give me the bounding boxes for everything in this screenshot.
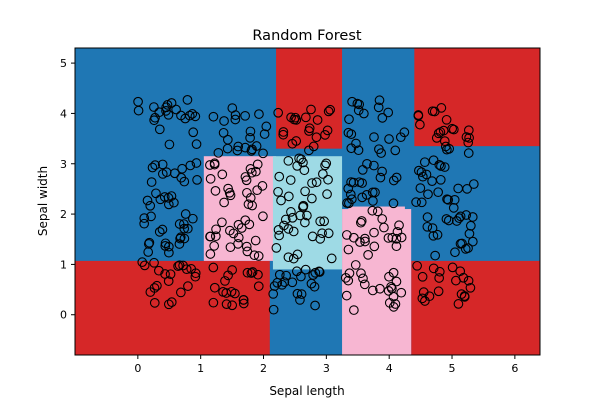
region-pink-8: [348, 207, 405, 261]
y-axis-label: Sepal width: [36, 166, 50, 236]
x-tick-label: 3: [323, 362, 330, 375]
region-red-1: [276, 48, 342, 149]
x-tick-label: 6: [511, 362, 518, 375]
x-axis-ticks: 0 1 2 3 4 5 6: [134, 355, 518, 375]
y-tick-label: 5: [60, 57, 67, 70]
region-red-2: [414, 48, 540, 146]
y-axis-ticks: 0 1 2 3 4 5: [60, 57, 75, 322]
y-tick-label: 4: [60, 107, 67, 120]
x-tick-label: 2: [260, 362, 267, 375]
x-axis-label: Sepal length: [269, 384, 344, 398]
x-tick-label: 5: [449, 362, 456, 375]
x-tick-label: 4: [386, 362, 393, 375]
y-tick-label: 2: [60, 208, 67, 221]
y-tick-label: 0: [60, 309, 67, 322]
region-red-3: [75, 261, 270, 355]
y-tick-label: 1: [60, 258, 67, 271]
x-tick-label: 1: [197, 362, 204, 375]
decision-regions: [75, 48, 540, 355]
x-tick-label: 0: [134, 362, 141, 375]
region-pink-5: [204, 156, 276, 261]
chart-title: Random Forest: [252, 28, 361, 44]
region-red-4: [411, 261, 540, 355]
y-tick-label: 3: [60, 158, 67, 171]
